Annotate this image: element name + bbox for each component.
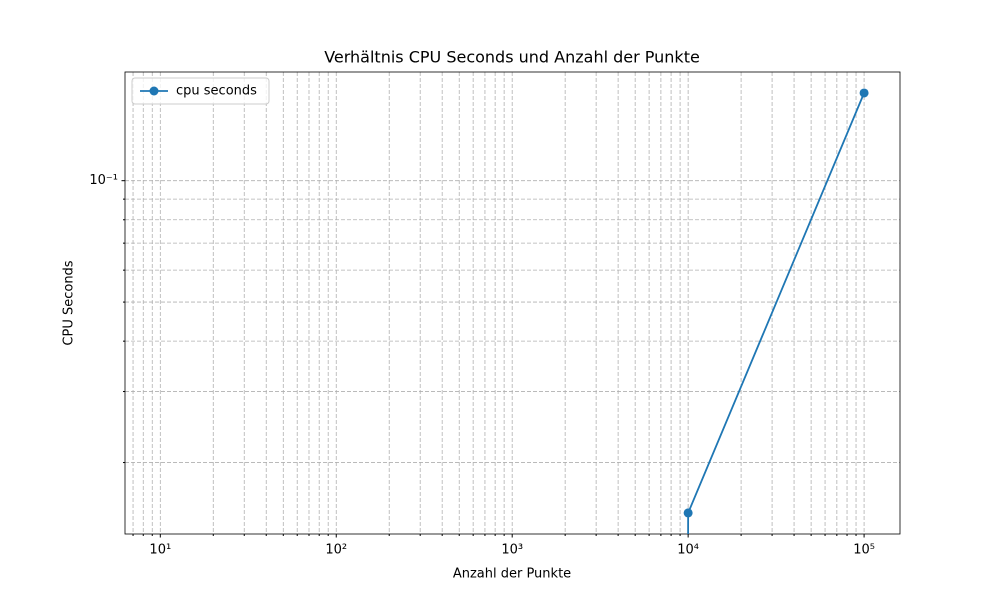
legend-label: cpu seconds <box>176 84 257 99</box>
data-point <box>859 88 869 98</box>
chart-title: Verhältnis CPU Seconds und Anzahl der Pu… <box>324 48 700 67</box>
data-point <box>683 508 693 518</box>
x-tick-label: 10² <box>325 543 347 558</box>
y-axis-label: CPU Seconds <box>62 260 77 345</box>
legend-box <box>131 77 270 105</box>
y-tick-label: 10⁻¹ <box>89 173 118 188</box>
x-axis-label: Anzahl der Punkte <box>453 567 571 582</box>
series-line <box>687 92 865 534</box>
x-tick-label: 10¹ <box>149 543 171 558</box>
plot-area <box>683 88 869 534</box>
x-tick-label: 10⁵ <box>853 543 875 558</box>
legend-marker <box>149 86 159 96</box>
plot-frame <box>124 71 901 535</box>
x-tick-label: 10³ <box>501 543 523 558</box>
x-tick-label: 10⁴ <box>677 543 699 558</box>
